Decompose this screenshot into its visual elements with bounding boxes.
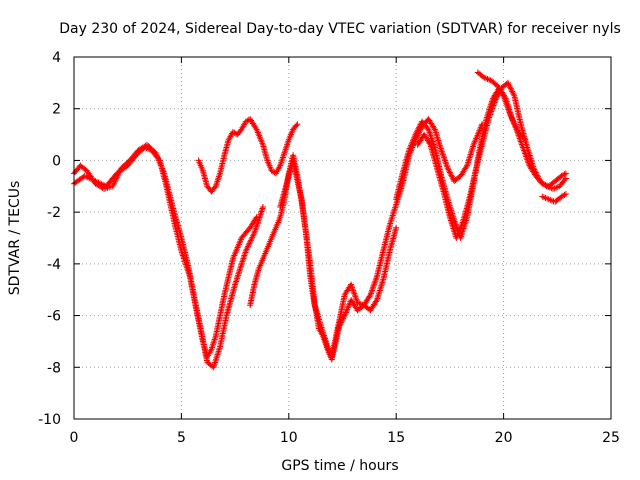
y-tick-label: 4 [52, 50, 61, 66]
data-series-track-3 [195, 116, 301, 195]
y-tick-label: -8 [47, 360, 61, 376]
data-series-track-10 [539, 191, 569, 205]
x-tick-label: 15 [387, 430, 405, 446]
data-series-track-2 [71, 141, 266, 371]
y-tick-label: -10 [38, 412, 61, 428]
y-axis-label: SDTVAR / TECUs [7, 181, 23, 296]
x-axis-label: GPS time / hours [281, 458, 398, 474]
y-tick-label: -4 [47, 257, 61, 273]
x-tick-label: 20 [495, 430, 513, 446]
axis-ticks: 0 5 10 15 20 25 -10 -8 -6 -4 -2 0 2 4 [38, 50, 620, 446]
x-tick-label: 10 [280, 430, 298, 446]
y-tick-label: -2 [47, 205, 61, 221]
y-tick-label: 0 [52, 153, 61, 169]
data-series-track-4 [247, 152, 344, 363]
data-series-track-5 [277, 157, 400, 360]
plot-frame [73, 56, 612, 420]
x-tick-label: 5 [177, 430, 186, 446]
grid-lines [74, 57, 611, 419]
chart-title: Day 230 of 2024, Sidereal Day-to-day VTE… [59, 21, 621, 37]
y-tick-label: 2 [52, 102, 61, 118]
y-tick-label: -6 [47, 309, 61, 325]
x-tick-label: 0 [70, 430, 79, 446]
x-tick-label: 25 [602, 430, 620, 446]
data-series-track-8 [414, 79, 569, 241]
data-points [71, 69, 569, 371]
data-series-track-9 [474, 69, 569, 190]
